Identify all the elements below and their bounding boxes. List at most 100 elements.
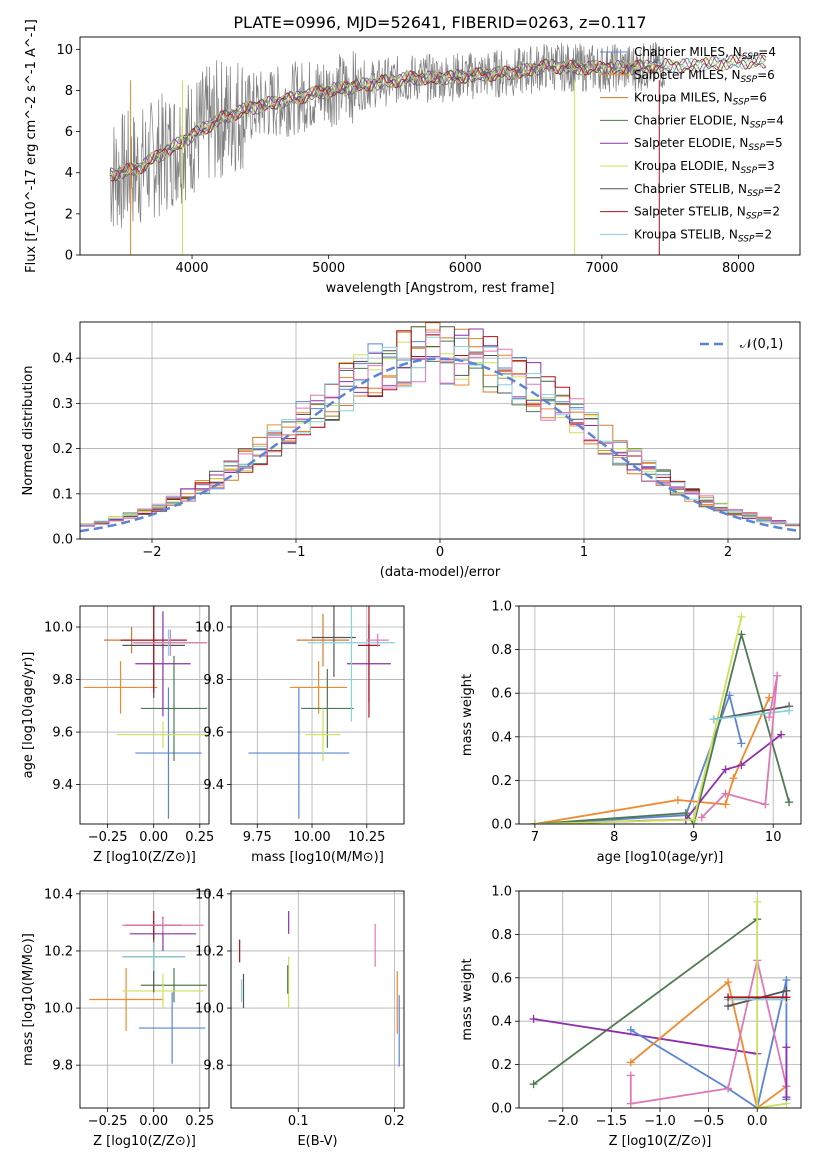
legend-label: Salpeter ELODIE, NSSP=5 xyxy=(634,136,783,153)
point-marker xyxy=(530,820,539,824)
point-marker xyxy=(724,993,733,1002)
point-marker xyxy=(724,1084,733,1093)
point-marker xyxy=(724,978,733,987)
y-tick-label: 9.4 xyxy=(203,778,224,793)
plot-area xyxy=(530,612,794,824)
legend-label: 𝒩(0,1) xyxy=(740,337,783,352)
x-tick-label: 0.0 xyxy=(747,1114,768,1129)
y-tick-label: 0.6 xyxy=(491,971,512,986)
axes-frame xyxy=(79,605,210,825)
panel-mass-vs-EBV: 0.1 0.2 9.8 10.0 10.2 10.4 E(B-V) xyxy=(195,887,405,1149)
y-tick-label: 0.4 xyxy=(491,1015,512,1030)
axes-frame xyxy=(230,890,405,1109)
point-marker xyxy=(753,897,762,906)
axes-frame xyxy=(79,36,801,256)
point-marker xyxy=(729,774,738,783)
x-tick-label: 10 xyxy=(765,830,782,845)
legend: Chabrier MILES, NSSP=4 Salpeter MILES, NS… xyxy=(600,45,784,244)
series-line xyxy=(727,989,787,1007)
y-tick-label: 0.8 xyxy=(491,643,512,658)
y-tick-label: 10.2 xyxy=(44,944,73,959)
y-tick-label: 9.8 xyxy=(52,673,73,688)
y-tick-label: 10.4 xyxy=(44,887,73,902)
y-tick-label: 0.2 xyxy=(491,1058,512,1073)
x-tick-label: 6000 xyxy=(449,261,482,276)
y-tick-label: 9.8 xyxy=(203,673,224,688)
y-tick-label: 10.0 xyxy=(44,1002,73,1017)
axes-frame xyxy=(79,890,210,1109)
model-line xyxy=(109,54,767,180)
point-marker xyxy=(782,1043,791,1052)
legend-label: Salpeter MILES, NSSP=6 xyxy=(634,68,775,85)
y-tick-label: 0.4 xyxy=(491,730,512,745)
model-line xyxy=(109,53,766,182)
x-axis-label: mass [log10(M/M⊙)] xyxy=(251,850,384,865)
point-marker xyxy=(721,765,730,774)
point-marker xyxy=(626,1099,635,1108)
x-tick-label: −1.5 xyxy=(596,1114,628,1129)
series-line xyxy=(533,918,758,1085)
series-line xyxy=(534,630,790,824)
legend-label: Chabrier ELODIE, NSSP=4 xyxy=(634,113,784,130)
y-tick-label: 2 xyxy=(65,207,73,222)
x-tick-label: 0.1 xyxy=(288,1114,309,1129)
x-tick-label: 8000 xyxy=(722,261,755,276)
x-axis-label: Z [log10(Z/Z⊙)] xyxy=(609,1134,712,1149)
point-marker xyxy=(782,993,791,1002)
panel-residual-histogram: −2 −1 0 1 2 0.0 0.1 0.2 0.3 0.4 𝒩(0,1) (data-model)… xyxy=(21,321,801,580)
y-axis-label: mass weight xyxy=(460,958,475,1040)
point-marker xyxy=(673,796,682,805)
y-tick-label: 10.0 xyxy=(195,621,224,636)
point-marker xyxy=(626,1071,635,1080)
legend-label: Kroupa MILES, NSSP=6 xyxy=(634,91,767,108)
panel-age-vs-mass: 9.75 10.00 10.25 9.4 9.6 9.8 10.0 mass [log10(M… xyxy=(195,605,405,865)
y-tick-label: 9.6 xyxy=(52,726,73,741)
y-axis-label: age [log10(age/yr)] xyxy=(21,652,36,779)
plot-area xyxy=(239,910,400,1067)
plot-area xyxy=(109,41,767,255)
y-axis-label: Normed distribution xyxy=(21,366,36,496)
x-tick-label: 7 xyxy=(531,830,539,845)
axes-frame xyxy=(230,605,405,825)
panel-mass-weight-vs-age: 7 8 9 10 0.0 0.2 0.4 0.6 0.8 1.0 age [log10(age/yr… xyxy=(460,600,802,865)
x-tick-label: −1.0 xyxy=(644,1114,676,1129)
y-tick-label: 0.2 xyxy=(491,774,512,789)
plot-area xyxy=(89,910,208,1064)
point-marker xyxy=(785,798,794,807)
figure-title: PLATE=0996, MJD=52641, FIBERID=0263, z=0… xyxy=(233,13,646,32)
x-tick-label: 9 xyxy=(690,830,698,845)
axes-frame xyxy=(518,605,802,825)
y-tick-label: 9.4 xyxy=(52,778,73,793)
x-tick-label: 1 xyxy=(580,545,588,560)
x-tick-label: 10.25 xyxy=(348,830,385,845)
x-tick-label: 2 xyxy=(724,545,732,560)
y-tick-label: 0.0 xyxy=(491,1102,512,1117)
y-tick-label: 0 xyxy=(65,249,73,264)
legend-label: Kroupa STELIB, NSSP=2 xyxy=(634,227,772,244)
series-line xyxy=(630,980,787,1108)
y-tick-label: 9.6 xyxy=(203,726,224,741)
model-line xyxy=(109,53,766,181)
legend-label: Chabrier STELIB, NSSP=2 xyxy=(634,182,781,199)
point-marker xyxy=(709,715,718,724)
y-tick-label: 0.2 xyxy=(52,442,73,457)
point-marker xyxy=(697,813,706,822)
x-tick-label: −0.25 xyxy=(88,830,128,845)
y-tick-label: 0.0 xyxy=(52,533,73,548)
y-tick-label: 1.0 xyxy=(491,600,512,615)
point-marker xyxy=(753,1104,762,1108)
x-tick-label: 10.00 xyxy=(293,830,330,845)
y-axis-label: mass [log10(M/M⊙)] xyxy=(21,933,36,1066)
point-marker xyxy=(773,671,782,680)
y-tick-label: 1.0 xyxy=(491,885,512,900)
point-marker xyxy=(529,1080,538,1089)
y-tick-label: 0.4 xyxy=(52,352,73,367)
series-line xyxy=(534,692,743,824)
x-tick-label: 0.00 xyxy=(139,1114,168,1129)
x-tick-label: 8 xyxy=(610,830,618,845)
point-marker xyxy=(765,713,774,722)
plot-area xyxy=(83,606,209,819)
y-tick-label: 10.0 xyxy=(195,1002,224,1017)
